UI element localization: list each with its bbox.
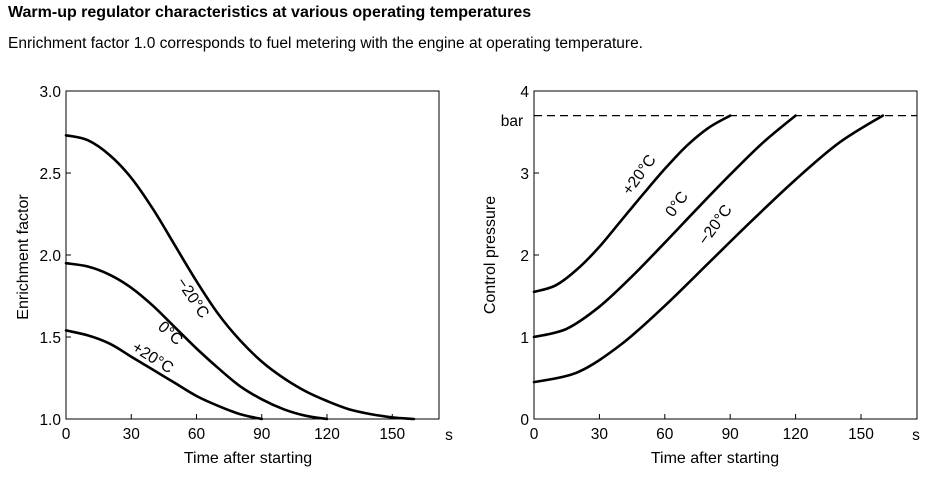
plot-frame-enrichment xyxy=(65,90,440,420)
right-x-tick-label: 30 xyxy=(591,426,609,443)
right-series-line-2 xyxy=(532,114,885,384)
right-x-tick-label: 120 xyxy=(783,426,809,443)
left-y-axis-label: Enrichment factor xyxy=(15,194,32,320)
right-curve-label-0: 0°C xyxy=(662,189,692,221)
right-x-tick-label: 90 xyxy=(722,426,740,443)
left-y-tick-label: 2.5 xyxy=(39,166,61,183)
right-x-tick-label: 0 xyxy=(530,426,539,443)
left-y-tick-label: 1.0 xyxy=(39,412,61,429)
right-y-tick-label: 3 xyxy=(520,166,529,183)
right-x-tick-label: 150 xyxy=(848,426,874,443)
left-x-unit-label: s xyxy=(445,427,453,444)
chart-subtitle: Enrichment factor 1.0 corresponds to fue… xyxy=(8,35,643,52)
left-y-tick-label: 3.0 xyxy=(39,84,61,101)
right-y-tick-label: 1 xyxy=(520,330,529,347)
left-x-tick-label: 90 xyxy=(253,426,271,443)
right-y-tick-label: 4 xyxy=(520,84,529,101)
left-x-axis-label: Time after starting xyxy=(184,450,312,467)
left-x-tick-label: 60 xyxy=(188,426,206,443)
left-y-tick-label: 2.0 xyxy=(39,248,61,265)
left-series-line-0 xyxy=(64,134,416,421)
left-series-line-2 xyxy=(64,329,264,421)
right-curve-label-plus20: +20°C xyxy=(619,152,659,198)
left-x-tick-label: 30 xyxy=(123,426,141,443)
right-series-line-0 xyxy=(532,114,732,294)
left-series-line-1 xyxy=(64,261,329,421)
right-x-tick-label: 60 xyxy=(656,426,674,443)
right-x-axis-label: Time after starting xyxy=(651,450,779,467)
right-y-axis-label: Control pressure xyxy=(482,196,499,314)
left-x-tick-label: 0 xyxy=(62,426,71,443)
right-y-tick-label: 2 xyxy=(520,248,529,265)
left-x-tick-label: 150 xyxy=(379,426,405,443)
right-series-line-1 xyxy=(532,114,797,339)
right-y-unit-label: bar xyxy=(501,113,523,130)
left-y-tick-label: 1.5 xyxy=(39,330,61,347)
left-x-tick-label: 120 xyxy=(314,426,340,443)
right-y-tick-label: 0 xyxy=(520,412,529,429)
right-x-unit-label: s xyxy=(912,427,920,444)
left-curve-label-0: 0°C xyxy=(154,318,185,349)
chart-title: Warm-up regulator characteristics at var… xyxy=(8,4,532,21)
